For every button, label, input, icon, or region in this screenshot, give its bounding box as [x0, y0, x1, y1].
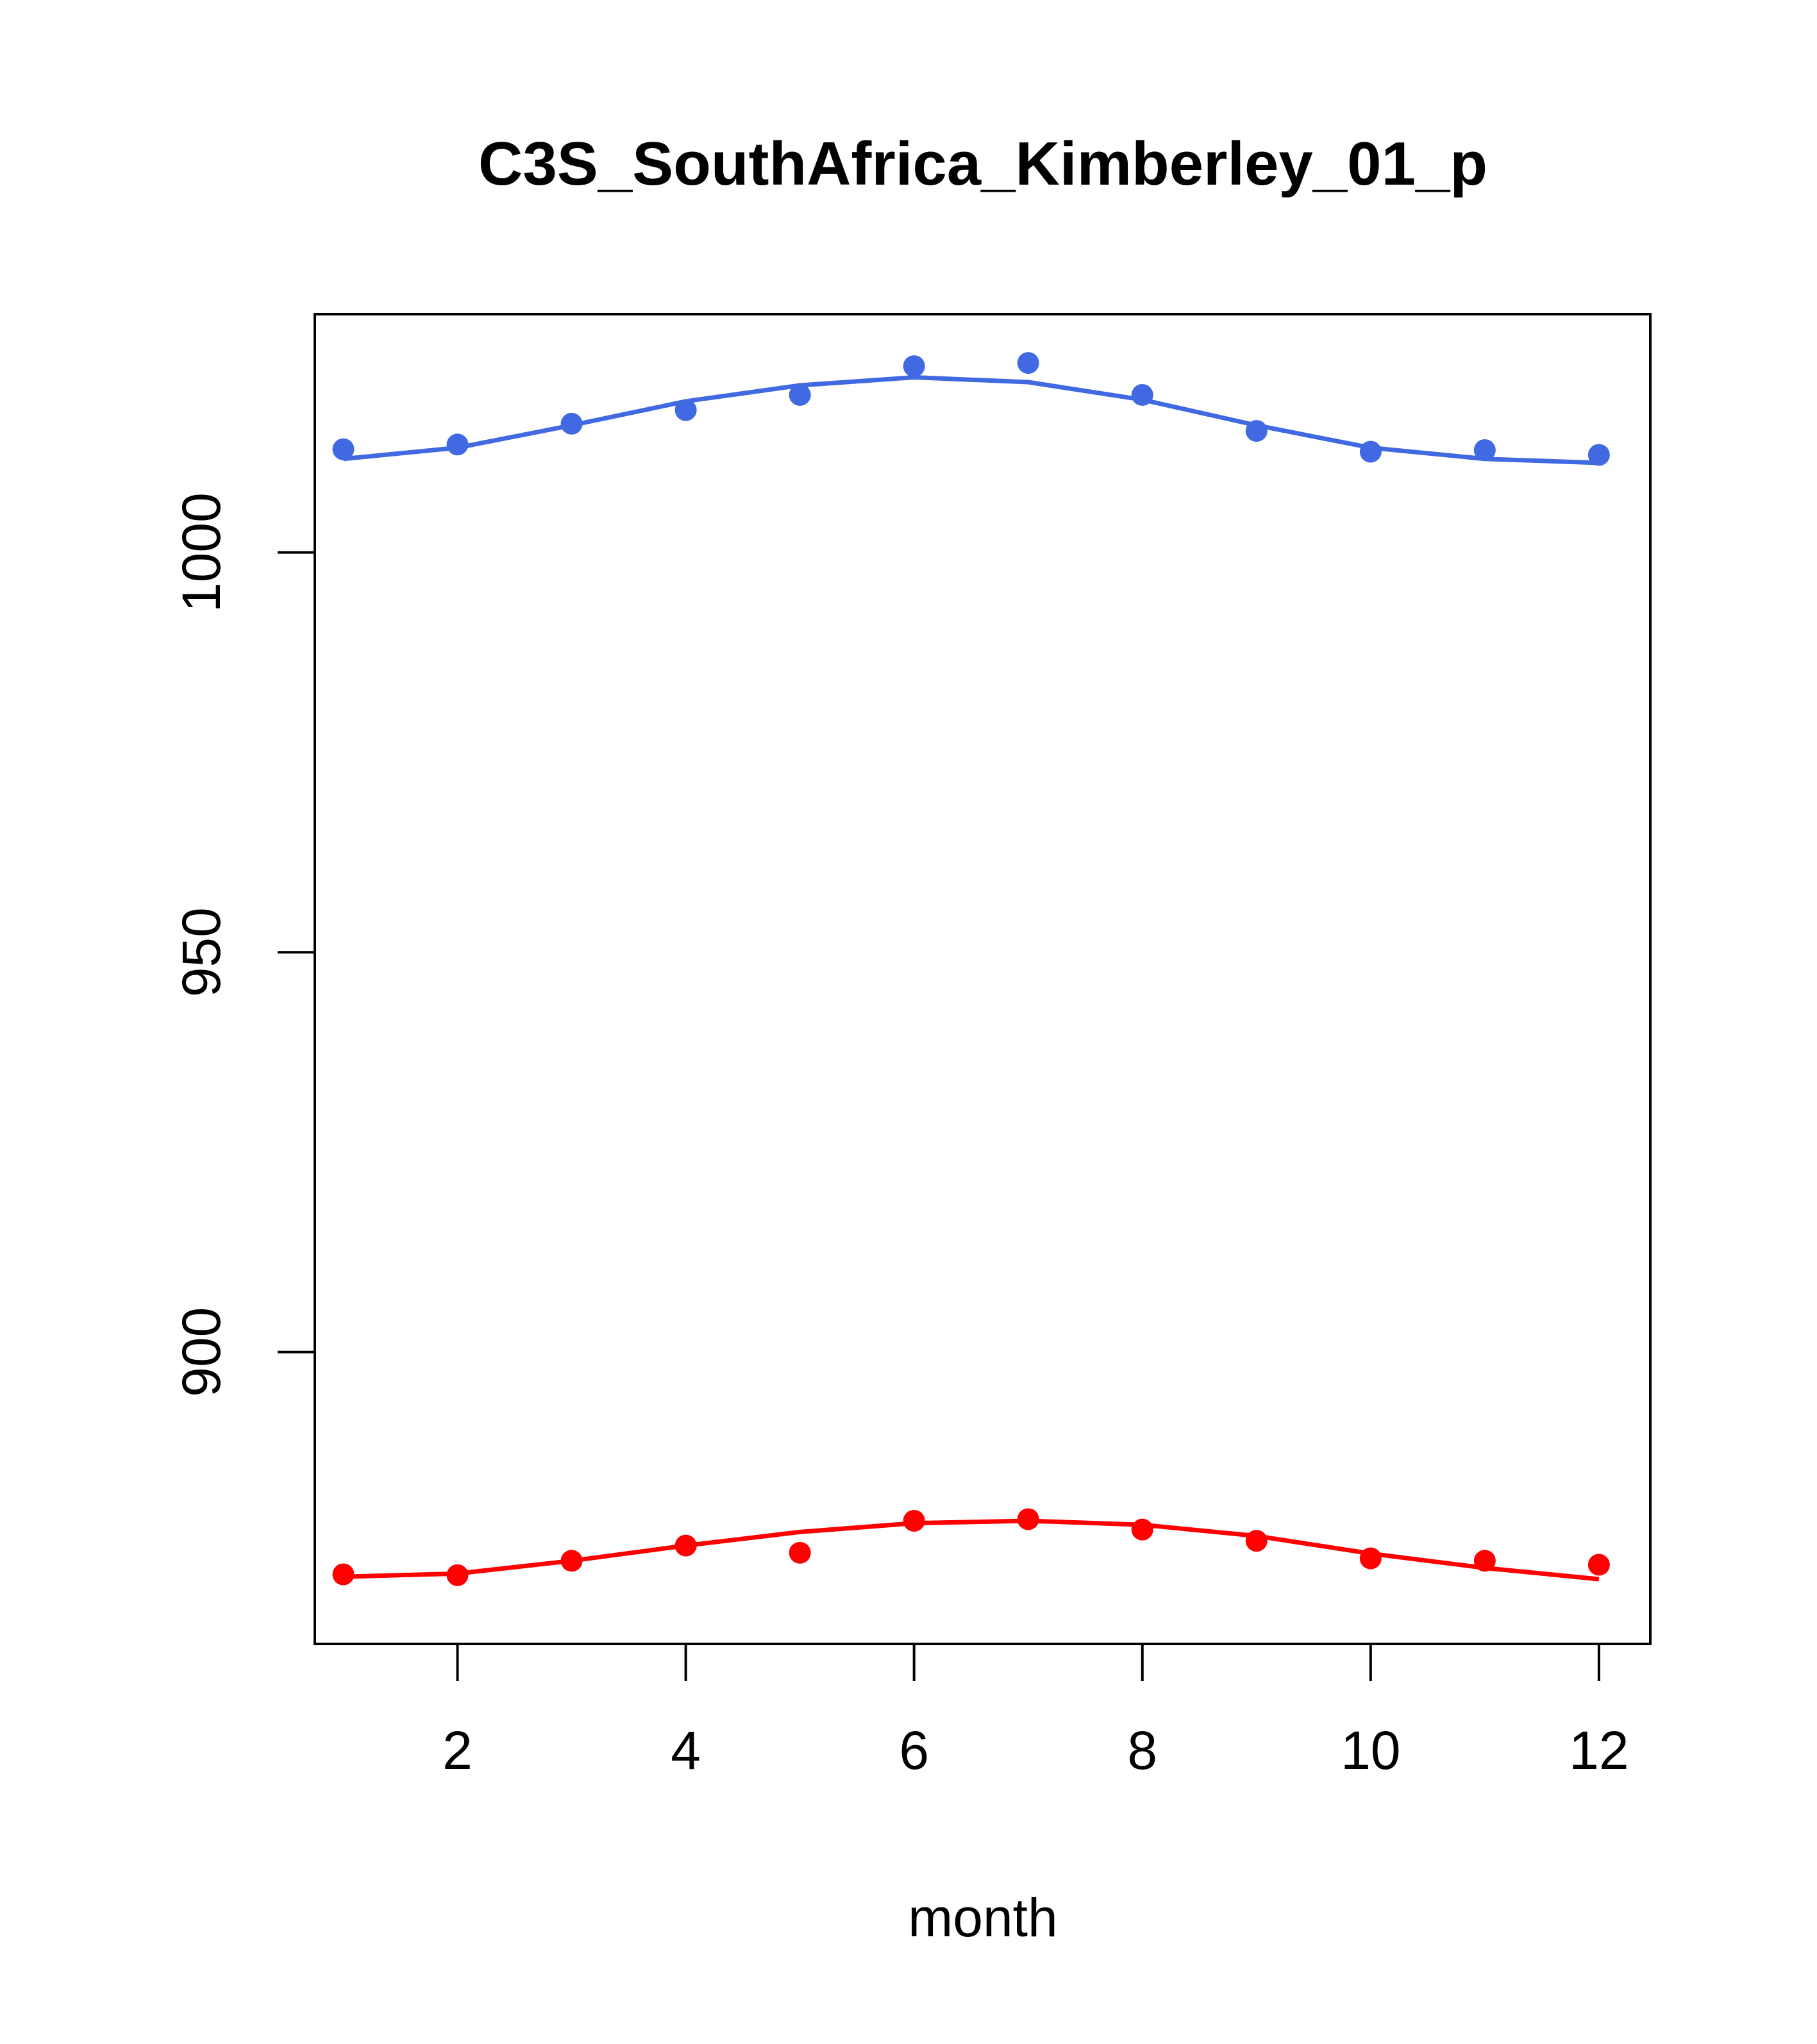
data-point-0	[674, 399, 697, 421]
data-point-0	[1131, 383, 1153, 406]
data-point-0	[332, 438, 355, 460]
y-tick-label: 900	[171, 1307, 231, 1397]
data-point-0	[789, 383, 811, 406]
data-point-1	[1359, 1547, 1382, 1570]
data-point-1	[1131, 1518, 1153, 1541]
y-axis: 900 950 1000	[171, 492, 316, 1397]
data-point-0	[1359, 440, 1382, 463]
data-point-0	[560, 412, 583, 435]
data-point-1	[789, 1541, 811, 1564]
data-point-1	[446, 1564, 469, 1586]
data-point-1	[332, 1563, 355, 1586]
data-point-0	[903, 355, 925, 378]
x-tick-label: 10	[1341, 1720, 1400, 1780]
data-point-1	[903, 1509, 925, 1532]
x-axis-label: month	[908, 1888, 1057, 1948]
data-point-0	[446, 433, 469, 456]
data-point-1	[1587, 1554, 1610, 1576]
series-line-1	[343, 1518, 1600, 1582]
y-tick-label: 1000	[171, 492, 231, 612]
data-point-0	[1473, 439, 1496, 462]
data-point-0	[1017, 352, 1039, 374]
plot-frame	[314, 313, 1652, 1645]
series-layer	[332, 352, 1610, 1586]
x-tick-label: 6	[899, 1720, 929, 1780]
data-point-0	[1587, 444, 1610, 466]
chart-title: C3S_SouthAfrica_Kimberley_01_p	[478, 130, 1487, 198]
data-point-1	[1245, 1530, 1268, 1552]
y-tick-label: 950	[171, 907, 231, 997]
data-point-1	[560, 1550, 583, 1572]
x-tick-label: 12	[1569, 1720, 1629, 1780]
x-tick-label: 2	[442, 1720, 473, 1780]
data-point-1	[1473, 1550, 1496, 1572]
x-axis: 2 4 6 8 10 12	[442, 1643, 1629, 1780]
x-tick-label: 8	[1127, 1720, 1157, 1780]
x-tick-label: 4	[671, 1720, 701, 1780]
data-point-1	[1017, 1508, 1039, 1530]
data-point-1	[674, 1534, 697, 1557]
data-point-0	[1245, 420, 1268, 442]
series-line-0	[343, 375, 1600, 465]
